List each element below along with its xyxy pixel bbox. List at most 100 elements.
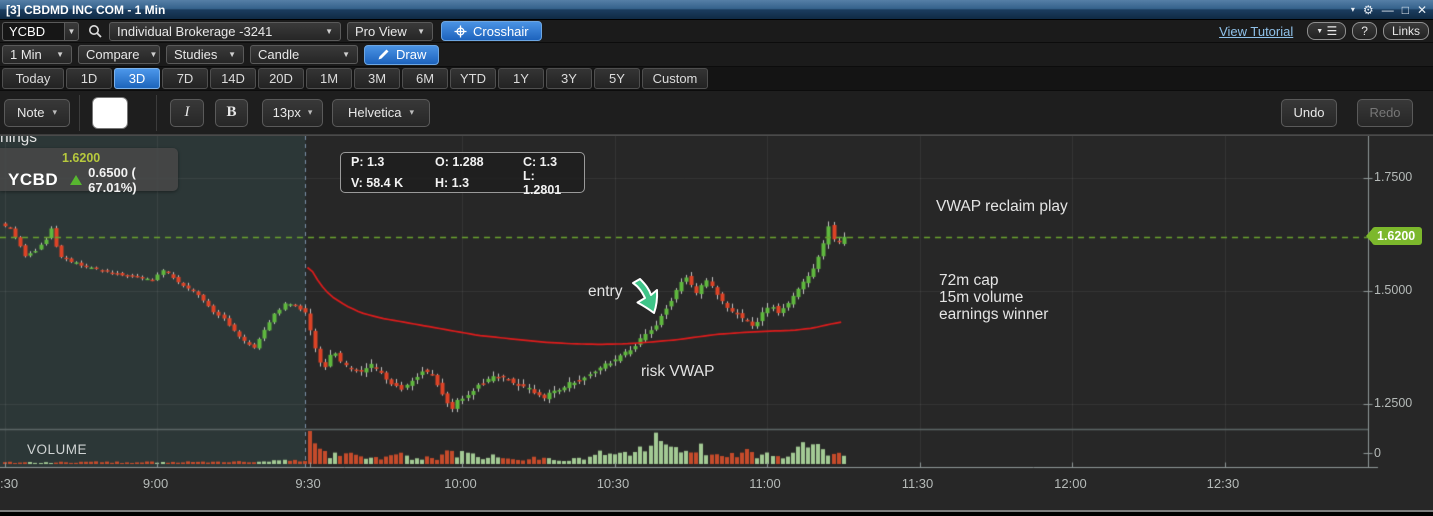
tooltip-prev: P: 1.3 (351, 155, 385, 169)
redo-button[interactable]: Redo (1357, 98, 1413, 127)
ohlc-tooltip: P: 1.3 O: 1.288 C: 1.3 V: 58.4 K H: 1.3 … (340, 152, 585, 197)
annotation-notes[interactable]: 72m cap 15m volume earnings winner (939, 272, 1048, 323)
maximize-icon[interactable]: □ (1401, 2, 1409, 17)
time-axis-label: 12:00 (1054, 476, 1087, 491)
time-axis-label: 9:00 (142, 476, 169, 491)
gear-icon[interactable]: ⚙ (1362, 2, 1374, 17)
quote-box: 1.6200 YCBD 0.6500 ( 67.01%) (0, 148, 178, 195)
help-button[interactable]: ? (1352, 22, 1377, 40)
symbol-input[interactable]: YCBD (2, 21, 64, 41)
font-size-value: 13px (272, 105, 301, 120)
price-axis-label: 1.5000 (1374, 283, 1413, 297)
hamburger-icon: ☰ (1326, 24, 1338, 38)
window-titlebar: [3] CBDMD INC COM - 1 Min ▾ ⚙ — □ ✕ (0, 0, 1433, 20)
up-arrow-icon (70, 175, 83, 185)
color-swatch[interactable] (92, 96, 128, 129)
links-button[interactable]: Links (1382, 22, 1429, 40)
compare-value: Compare (86, 47, 140, 62)
range-tab-today[interactable]: Today (2, 68, 64, 89)
tooltip-open: O: 1.288 (435, 155, 484, 169)
crosshair-button[interactable]: Crosshair (441, 21, 542, 41)
search-icon[interactable] (87, 22, 103, 40)
chevron-down-icon: ▾ (52, 107, 57, 117)
font-size-select[interactable]: 13px ▾ (262, 98, 323, 127)
time-axis-label: 10:00 (444, 476, 477, 491)
range-tab-6m[interactable]: 6M (402, 68, 448, 89)
draw-button[interactable]: Draw (364, 44, 440, 65)
chevron-down-icon: ▼ (228, 50, 236, 59)
quote-symbol: YCBD (8, 170, 59, 189)
range-tab-1d[interactable]: 1D (66, 68, 112, 89)
chevron-down-icon: ▼ (56, 50, 64, 59)
time-axis-label: :30 (0, 476, 19, 491)
tooltip-high: H: 1.3 (435, 176, 470, 190)
studies-select[interactable]: Studies ▼ (166, 45, 244, 64)
undo-button[interactable]: Undo (1281, 98, 1337, 127)
note-label: Note (17, 105, 45, 120)
chevron-down-icon: ▼ (149, 50, 158, 59)
entry-arrow-icon[interactable] (630, 276, 670, 321)
toolbar-divider (156, 94, 157, 131)
chevron-down-icon: ▼ (342, 50, 350, 59)
window-bottom-edge (0, 512, 1433, 516)
symbol-dropdown-arrow[interactable]: ▼ (64, 21, 79, 41)
annotation-headline[interactable]: VWAP reclaim play (936, 198, 1068, 215)
font-family-value: Helvetica (348, 105, 402, 120)
account-select[interactable]: Individual Brokerage -3241 ▼ (109, 21, 341, 41)
range-tab-3m[interactable]: 3M (354, 68, 400, 89)
quote-last-price: 1.6200 (62, 151, 101, 165)
window-resize-bar[interactable] (0, 510, 1433, 512)
time-axis-label: 11:30 (901, 476, 934, 491)
time-axis-label: 12:30 (1206, 476, 1240, 491)
range-tab-1m[interactable]: 1M (306, 68, 352, 89)
tooltip-close: C: 1.3 (523, 155, 558, 169)
annotation-entry[interactable]: entry (588, 283, 623, 300)
annotation-note-line-2: earnings winner (939, 306, 1049, 323)
minimize-icon[interactable]: — (1381, 2, 1394, 17)
range-tab-custom[interactable]: Custom (642, 68, 708, 89)
studies-value: Studies (174, 47, 218, 62)
font-family-select[interactable]: Helvetica ▾ (332, 98, 430, 127)
time-axis-label: 9:30 (295, 476, 321, 491)
tooltip-volume: V: 58.4 K (351, 176, 404, 190)
range-tab-1y[interactable]: 1Y (498, 68, 544, 89)
volume-pane-label: VOLUME (27, 442, 88, 457)
chart-type-value: Candle (258, 47, 300, 62)
view-mode-select[interactable]: Pro View ▼ (347, 21, 433, 41)
chart-settings-toolbar: 1 Min ▼ Compare ▼ Studies ▼ Candle ▼ Dra… (0, 43, 1433, 67)
crosshair-icon (454, 25, 467, 37)
view-tutorial-link[interactable]: View Tutorial (1219, 23, 1294, 39)
range-tab-7d[interactable]: 7D (162, 68, 208, 89)
compare-select[interactable]: Compare ▼ (78, 45, 160, 64)
pencil-icon (378, 49, 389, 60)
range-tab-3d[interactable]: 3D (114, 68, 160, 89)
range-tab-14d[interactable]: 14D (210, 68, 256, 89)
annotation-risk[interactable]: risk VWAP (641, 363, 715, 380)
italic-button[interactable]: I (170, 98, 204, 127)
range-tab-ytd[interactable]: YTD (450, 68, 496, 89)
tooltip-low: L: 1.2801 (523, 169, 562, 197)
bold-button[interactable]: B (215, 98, 248, 127)
range-tab-3y[interactable]: 3Y (546, 68, 592, 89)
draw-label: Draw (396, 47, 427, 62)
range-tab-5y[interactable]: 5Y (594, 68, 640, 89)
chart-type-select[interactable]: Candle ▼ (250, 45, 358, 64)
chart-menu-button[interactable]: ▼ ☰ (1307, 22, 1347, 40)
chevron-down-icon: ▾ (409, 107, 414, 117)
time-axis-label: 11:00 (749, 476, 781, 491)
annotation-note-line-1: 15m volume (939, 289, 1024, 306)
range-tab-20d[interactable]: 20D (258, 68, 304, 89)
clipped-annotation-fragment: nings (0, 135, 38, 146)
time-axis-label: 10:30 (596, 476, 630, 491)
price-axis-label: 1.7500 (1374, 170, 1413, 184)
interval-value: 1 Min (10, 47, 42, 62)
account-select-value: Individual Brokerage -3241 (117, 23, 273, 39)
interval-select[interactable]: 1 Min ▼ (2, 45, 72, 64)
main-toolbar: YCBD ▼ Individual Brokerage -3241 ▼ Pro … (0, 20, 1433, 43)
volume-zero-label: 0 (1374, 446, 1381, 460)
close-icon[interactable]: ✕ (1416, 2, 1427, 17)
note-tool-button[interactable]: Note ▾ (4, 98, 70, 127)
settings-caret-icon[interactable]: ▾ (1350, 4, 1355, 14)
price-chart-canvas[interactable] (0, 136, 1433, 516)
